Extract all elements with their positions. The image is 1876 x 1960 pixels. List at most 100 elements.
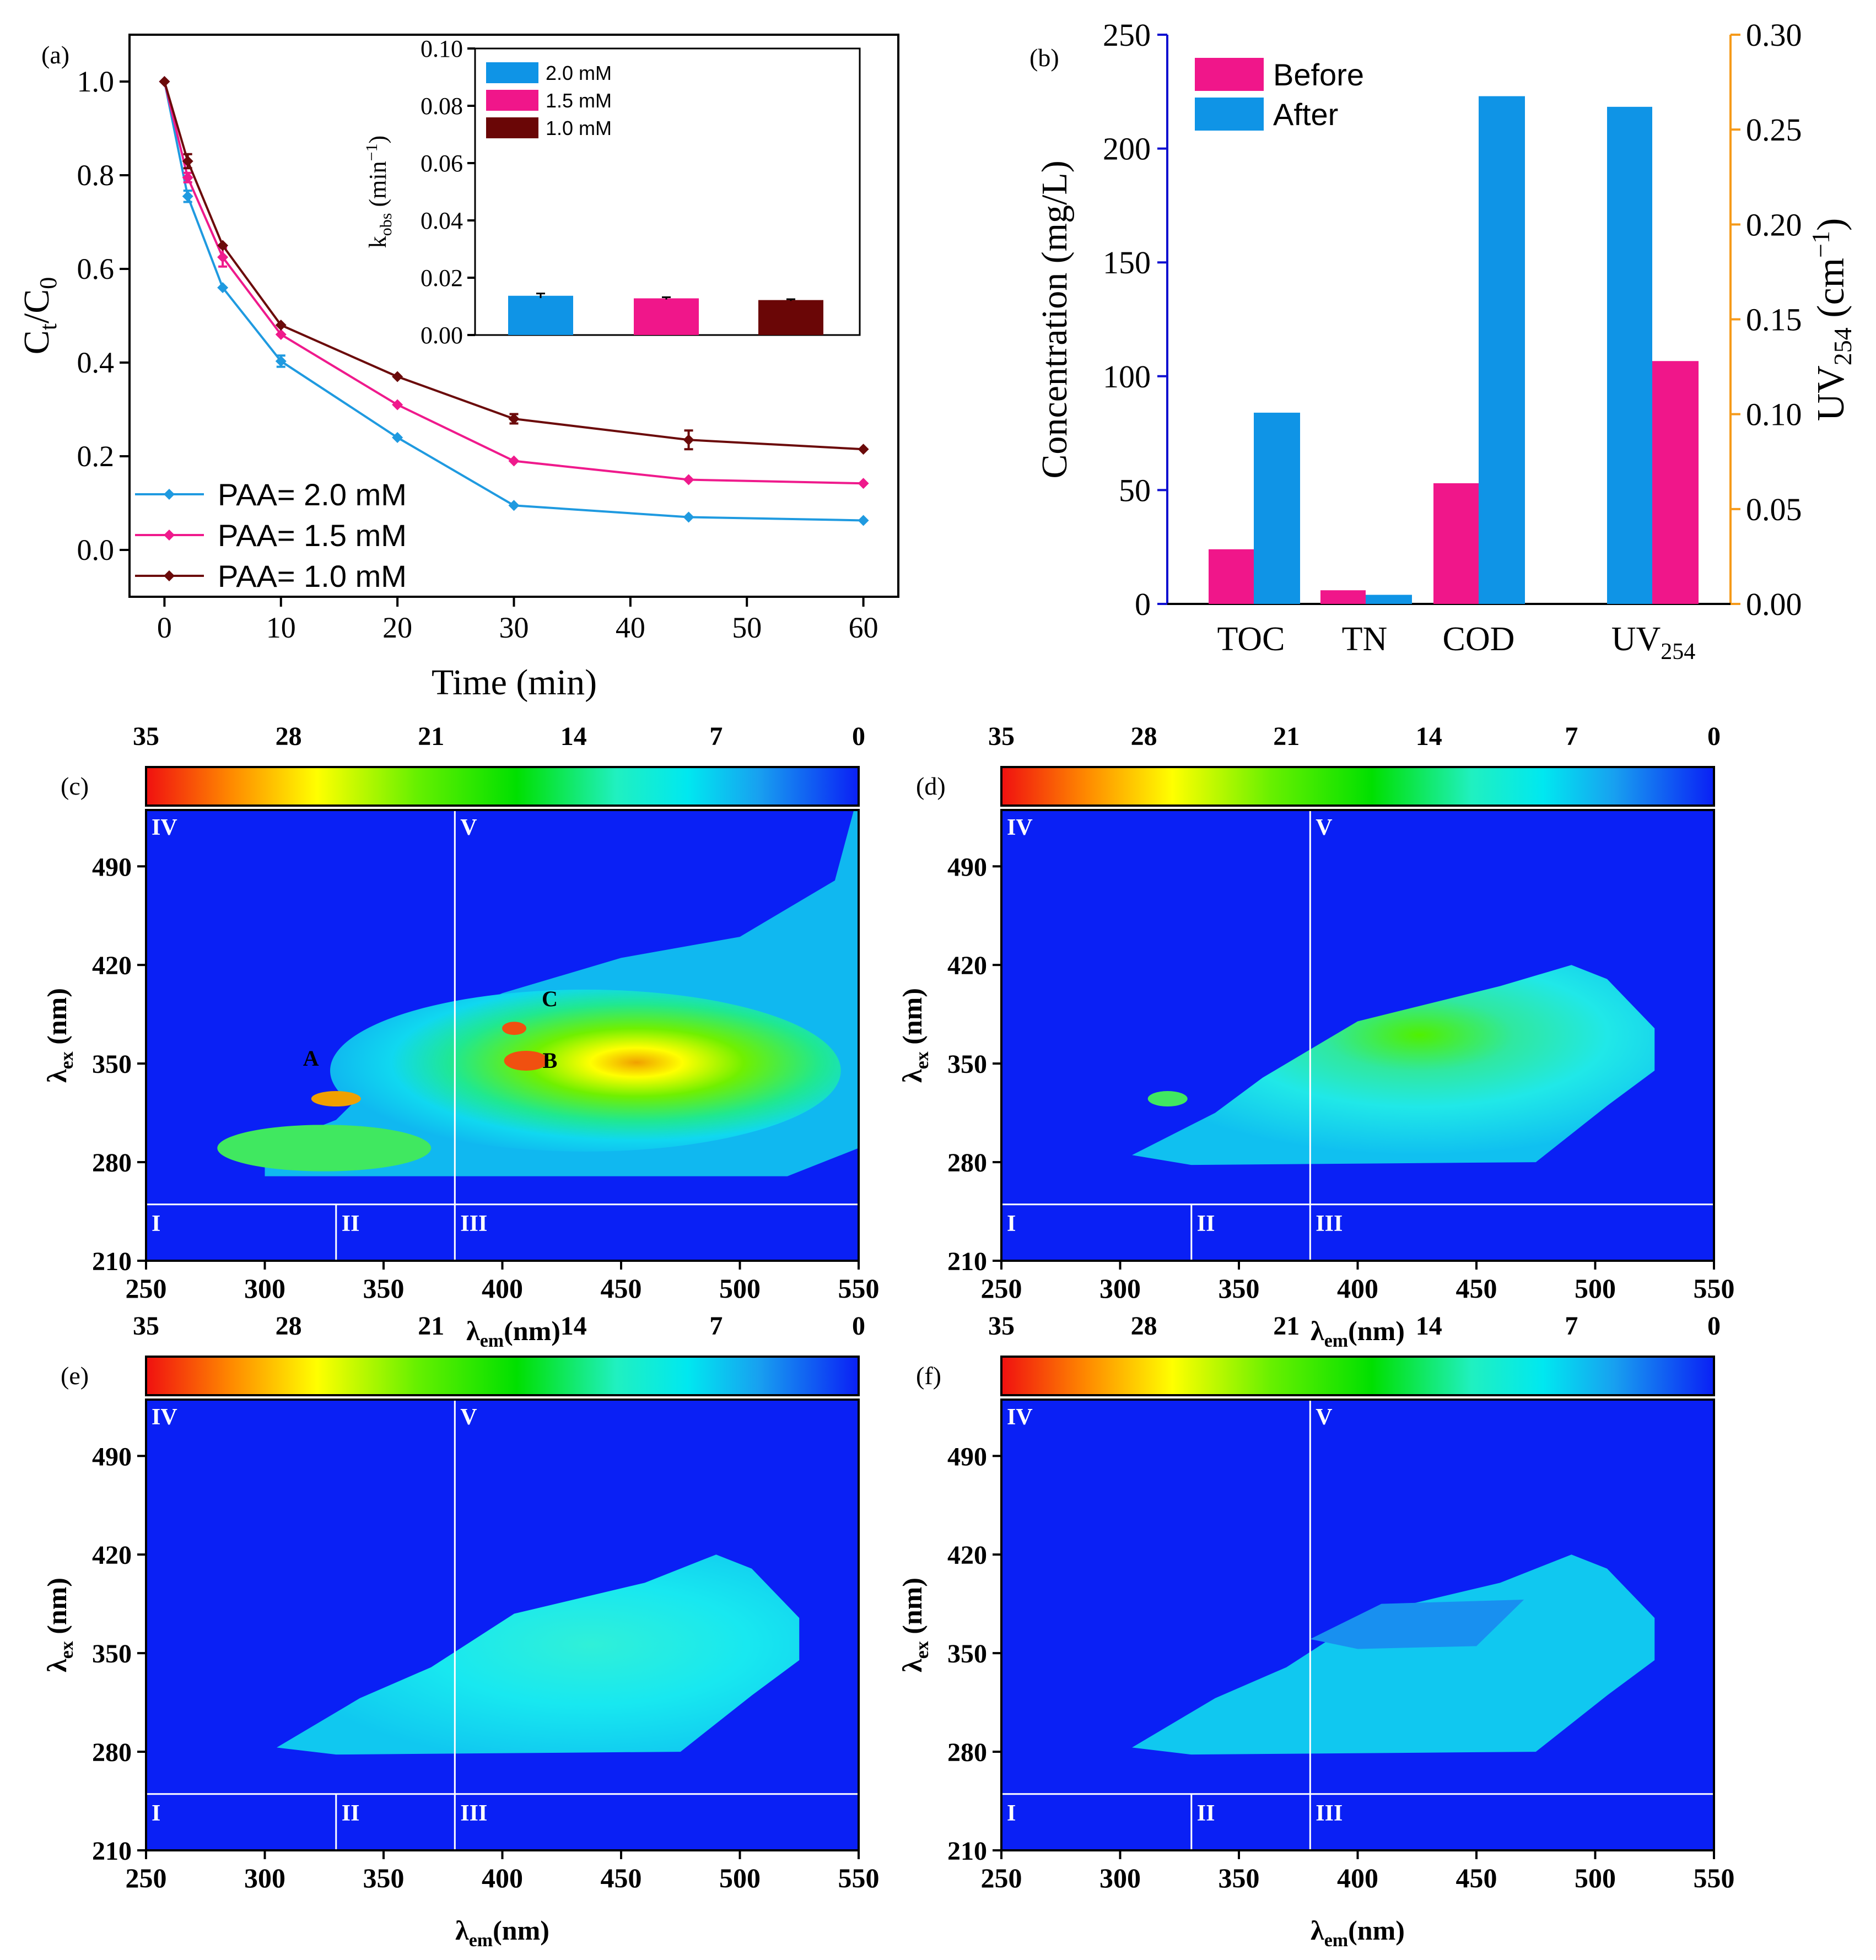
b-bar-before (1433, 483, 1479, 604)
eem-colorbar-tick: 7 (709, 1311, 723, 1341)
eem-ylabel-sub: ex (912, 1051, 932, 1069)
a-xtick-label: 50 (732, 611, 762, 644)
a-data-point (217, 240, 229, 251)
b-legend-label: Before (1273, 57, 1364, 92)
eem-xtick-label: 350 (363, 1862, 405, 1893)
eem-colorbar-tick: 35 (133, 722, 159, 751)
b-ytick-label: 100 (1103, 359, 1151, 395)
b-ytick-label: 150 (1103, 245, 1151, 280)
eem-colorbar-tick: 28 (276, 1311, 302, 1341)
a-legend-marker (164, 570, 175, 581)
eem-colorbar-tick: 21 (418, 1311, 444, 1341)
a-data-point (508, 500, 520, 511)
a-data-point (275, 355, 287, 367)
eem-colorbar-tick: 21 (418, 722, 444, 751)
eem-y-axis-label: λex (nm) (41, 1578, 77, 1672)
eem-region-label: I (1007, 1211, 1016, 1237)
a-series-line (163, 81, 864, 451)
b-bar-before (1209, 549, 1254, 604)
a-data-point (182, 191, 193, 202)
inset-ytick-label: 0.06 (421, 150, 463, 177)
eem-colorbar-tick: 28 (276, 722, 302, 751)
a-series-line (163, 81, 864, 485)
b-category-text: COD (1443, 620, 1515, 658)
a-data-point (275, 320, 287, 331)
eem-xtick-label: 450 (1456, 1273, 1497, 1304)
a-data-point (508, 413, 520, 424)
eem-peak-label: C (542, 986, 558, 1011)
inset-legend-label: 1.0 mM (546, 117, 612, 139)
eem-xtick-label: 400 (482, 1273, 523, 1304)
eem-colorbar-tick: 14 (1416, 1311, 1442, 1341)
inset-ytick-label: 0.10 (421, 35, 463, 62)
eem-colorbar-tick: 28 (1131, 722, 1157, 751)
b-category-text: TOC (1217, 620, 1285, 658)
eem-region-label: II (342, 1211, 360, 1237)
b-y2tick-label: 0.00 (1746, 586, 1802, 622)
inset-frame (474, 47, 861, 336)
eem-region-label: II (1197, 1801, 1215, 1826)
eem-ylabel-sub: ex (57, 1641, 77, 1659)
a-xtick-label: 60 (849, 611, 878, 644)
eem-colorbar-tick: 0 (852, 1311, 865, 1341)
inset-legend-swatch (486, 62, 538, 83)
panel-a-label: (a) (41, 41, 69, 69)
eem-xtick-label: 300 (1099, 1273, 1141, 1304)
inset-ytick-label: 0.04 (421, 207, 463, 234)
panel-b-y2label-main: UV (1810, 365, 1852, 421)
a-xtick-label: 10 (266, 611, 296, 644)
inset-bars (508, 293, 823, 335)
a-data-point (182, 172, 193, 183)
eem-xtick-label: 250 (126, 1862, 167, 1893)
eem-panel-label: (e) (61, 1362, 89, 1390)
b-y2tick-label: 0.05 (1746, 492, 1802, 527)
a-xtick-label: 20 (382, 611, 412, 644)
eem-xlabel-sub: em (480, 1331, 504, 1351)
eem-x-axis-label: λem(nm) (1311, 1915, 1405, 1951)
eem-region-label: III (460, 1801, 487, 1826)
panel-b-y2label-close: ) (1810, 218, 1852, 231)
eem-xtick-label: 300 (244, 1273, 285, 1304)
b-category-sub: 254 (1661, 639, 1695, 665)
eem-colorbar-tick: 7 (1565, 1311, 1578, 1341)
eem-fluorescence-peak-region (217, 1125, 432, 1171)
eem-ytick-label: 350 (947, 1050, 987, 1079)
a-data-point (683, 434, 694, 446)
inset-legend-label: 1.5 mM (546, 89, 612, 112)
eem-xtick-label: 350 (1219, 1273, 1260, 1304)
eem-region-label: V (460, 815, 477, 840)
b-legend-swatch (1195, 58, 1264, 91)
eem-ytick-label: 210 (947, 1247, 987, 1276)
eem-region-label: III (1316, 1211, 1343, 1237)
b-ytick-label: 200 (1103, 131, 1151, 167)
eem-ytick-label: 490 (947, 1442, 987, 1471)
eem-colorbar-tick: 14 (560, 722, 587, 751)
a-ytick-label: 1.0 (77, 65, 115, 98)
b-category-label: UV254 (1611, 620, 1696, 665)
eem-xtick-label: 300 (244, 1862, 285, 1893)
panel-b-y-axis-label: Concentration (mg/L) (1034, 160, 1075, 478)
eem-xlabel-unit: (nm) (504, 1315, 560, 1346)
a-ytick-label: 0.4 (77, 346, 115, 379)
eem-fluorescence-peak-region (330, 989, 841, 1152)
a-data-point (683, 511, 694, 523)
eem-peak-b-spot (504, 1051, 548, 1071)
eem-xtick-label: 450 (601, 1273, 642, 1304)
eem-region-label: I (1007, 1801, 1016, 1826)
eem-colorbar-tick: 35 (988, 1311, 1015, 1341)
eem-ytick-label: 420 (947, 951, 987, 980)
panel-b-label: (b) (1029, 44, 1059, 72)
eem-x-axis-label: λem(nm) (455, 1915, 549, 1951)
inset-ytick-label: 0.08 (421, 93, 463, 120)
a-ytick-label: 0.0 (77, 533, 115, 566)
eem-region-label: IV (1007, 1405, 1033, 1430)
b-y2tick-label: 0.30 (1746, 17, 1802, 53)
inset-ytick-label: 0.00 (421, 322, 463, 349)
eem-ytick-label: 420 (92, 951, 132, 980)
eem-ytick-label: 210 (92, 1247, 132, 1276)
panel-a-ylabel-sub2: 0 (35, 277, 62, 289)
eem-region-label: IV (152, 1405, 177, 1430)
a-data-point (392, 432, 403, 443)
